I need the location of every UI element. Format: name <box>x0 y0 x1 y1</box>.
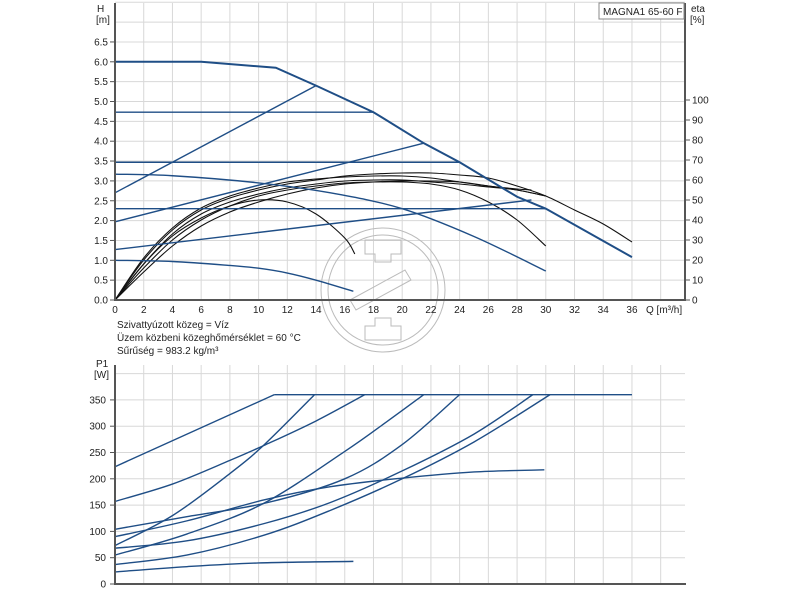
y-tick-label: 5.0 <box>94 97 108 108</box>
power-curve <box>114 394 461 530</box>
fluid-info-line: Üzem közbeni közeghőmérséklet = 60 °C <box>117 332 301 344</box>
y-tick-label: 0.5 <box>94 276 108 287</box>
x-tick-label: 22 <box>425 305 437 316</box>
y-tick-label: 4.5 <box>94 117 108 128</box>
p1-tick-label: 200 <box>89 474 106 485</box>
p1-axis-label: P1 <box>96 359 109 370</box>
x-tick-label: 24 <box>454 305 466 316</box>
power-curve <box>114 394 551 566</box>
head-curve <box>114 259 354 292</box>
y-tick-label: 2.0 <box>94 216 108 227</box>
fluid-info-line: Szivattyúzott közeg = Víz <box>117 320 229 331</box>
x-tick-label: 28 <box>512 305 524 316</box>
y-tick-label: 3.5 <box>94 157 108 168</box>
y-tick-label: 1.5 <box>94 236 108 247</box>
x-tick-label: 32 <box>569 305 581 316</box>
x-tick-label: 26 <box>483 305 495 316</box>
efficiency-curve <box>114 181 547 301</box>
x-tick-label: 12 <box>282 305 294 316</box>
power-curve <box>114 394 425 556</box>
p1-tick-label: 150 <box>89 501 106 512</box>
x-tick-label: 20 <box>397 305 409 316</box>
y-tick-label: 5.5 <box>94 77 108 88</box>
y2-tick-label: 60 <box>692 176 704 187</box>
power-curve <box>114 560 354 573</box>
y-tick-label: 4.0 <box>94 137 108 148</box>
top-chart-grid <box>115 1 685 300</box>
y-tick-label: 6.0 <box>94 57 108 68</box>
y-tick-label: 2.5 <box>94 196 108 207</box>
efficiency-curve <box>114 175 532 301</box>
y2-tick-label: 90 <box>692 116 704 127</box>
y-tick-label: 3.0 <box>94 176 108 187</box>
p1-tick-label: 350 <box>89 395 106 406</box>
x-axis-label: Q [m³/h] <box>646 305 682 316</box>
x-tick-label: 0 <box>112 305 118 316</box>
y2-tick-label: 70 <box>692 156 704 167</box>
legend-title: MAGNA1 65-60 F <box>603 7 682 18</box>
x-tick-label: 36 <box>626 305 638 316</box>
y2-tick-label: 10 <box>692 276 704 287</box>
top-chart-curves <box>114 60 633 301</box>
head-curve <box>114 173 547 272</box>
power-curve <box>114 394 534 549</box>
x-tick-label: 14 <box>310 305 322 316</box>
p1-tick-label: 100 <box>89 527 106 538</box>
y2-axis-unit: [%] <box>690 15 705 26</box>
p1-tick-label: 0 <box>100 580 106 591</box>
power-curve <box>114 394 275 468</box>
y-tick-label: 0.0 <box>94 296 108 307</box>
y-tick-label: 6.5 <box>94 37 108 48</box>
y2-tick-label: 40 <box>692 216 704 227</box>
y2-tick-label: 30 <box>692 236 704 247</box>
fluid-info-line: Sűrűség = 983.2 kg/m³ <box>117 346 219 357</box>
y2-tick-label: 100 <box>692 96 709 107</box>
head-curve <box>114 142 424 223</box>
power-curve <box>114 394 366 503</box>
y2-tick-label: 0 <box>692 296 698 307</box>
bottom-chart-grid <box>115 365 685 584</box>
p1-tick-label: 250 <box>89 448 106 459</box>
x-tick-label: 2 <box>141 305 147 316</box>
x-tick-label: 8 <box>227 305 233 316</box>
p1-tick-label: 300 <box>89 422 106 433</box>
tick-labels: 0 2 4 6 8 10 12 14 16 18 20 22 24 26 28 30 32 34 360.00.51… <box>89 37 709 590</box>
head-curve <box>114 199 532 251</box>
efficiency-curve <box>114 179 546 301</box>
x-tick-label: 30 <box>540 305 552 316</box>
x-tick-label: 34 <box>598 305 610 316</box>
y-axis-unit: [m] <box>96 15 110 26</box>
y-axis-label: H <box>97 4 104 15</box>
x-tick-label: 18 <box>368 305 380 316</box>
watermark-logo <box>320 227 446 353</box>
bottom-chart-curves <box>114 393 632 573</box>
y2-tick-label: 80 <box>692 136 704 147</box>
legend-box: MAGNA1 65-60 F <box>598 2 685 20</box>
y2-tick-label: 50 <box>692 196 704 207</box>
y-tick-label: 1.0 <box>94 256 108 267</box>
max-head-curve <box>115 60 633 258</box>
p1-tick-label: 50 <box>95 553 107 564</box>
x-tick-label: 16 <box>339 305 351 316</box>
power-curve <box>114 469 545 538</box>
y2-tick-label: 20 <box>692 256 704 267</box>
x-tick-label: 10 <box>253 305 265 316</box>
y2-axis-label: eta <box>691 4 705 15</box>
p1-axis-unit: [W] <box>94 370 109 381</box>
x-tick-label: 4 <box>170 305 176 316</box>
power-curve <box>114 394 316 547</box>
x-tick-label: 6 <box>198 305 204 316</box>
